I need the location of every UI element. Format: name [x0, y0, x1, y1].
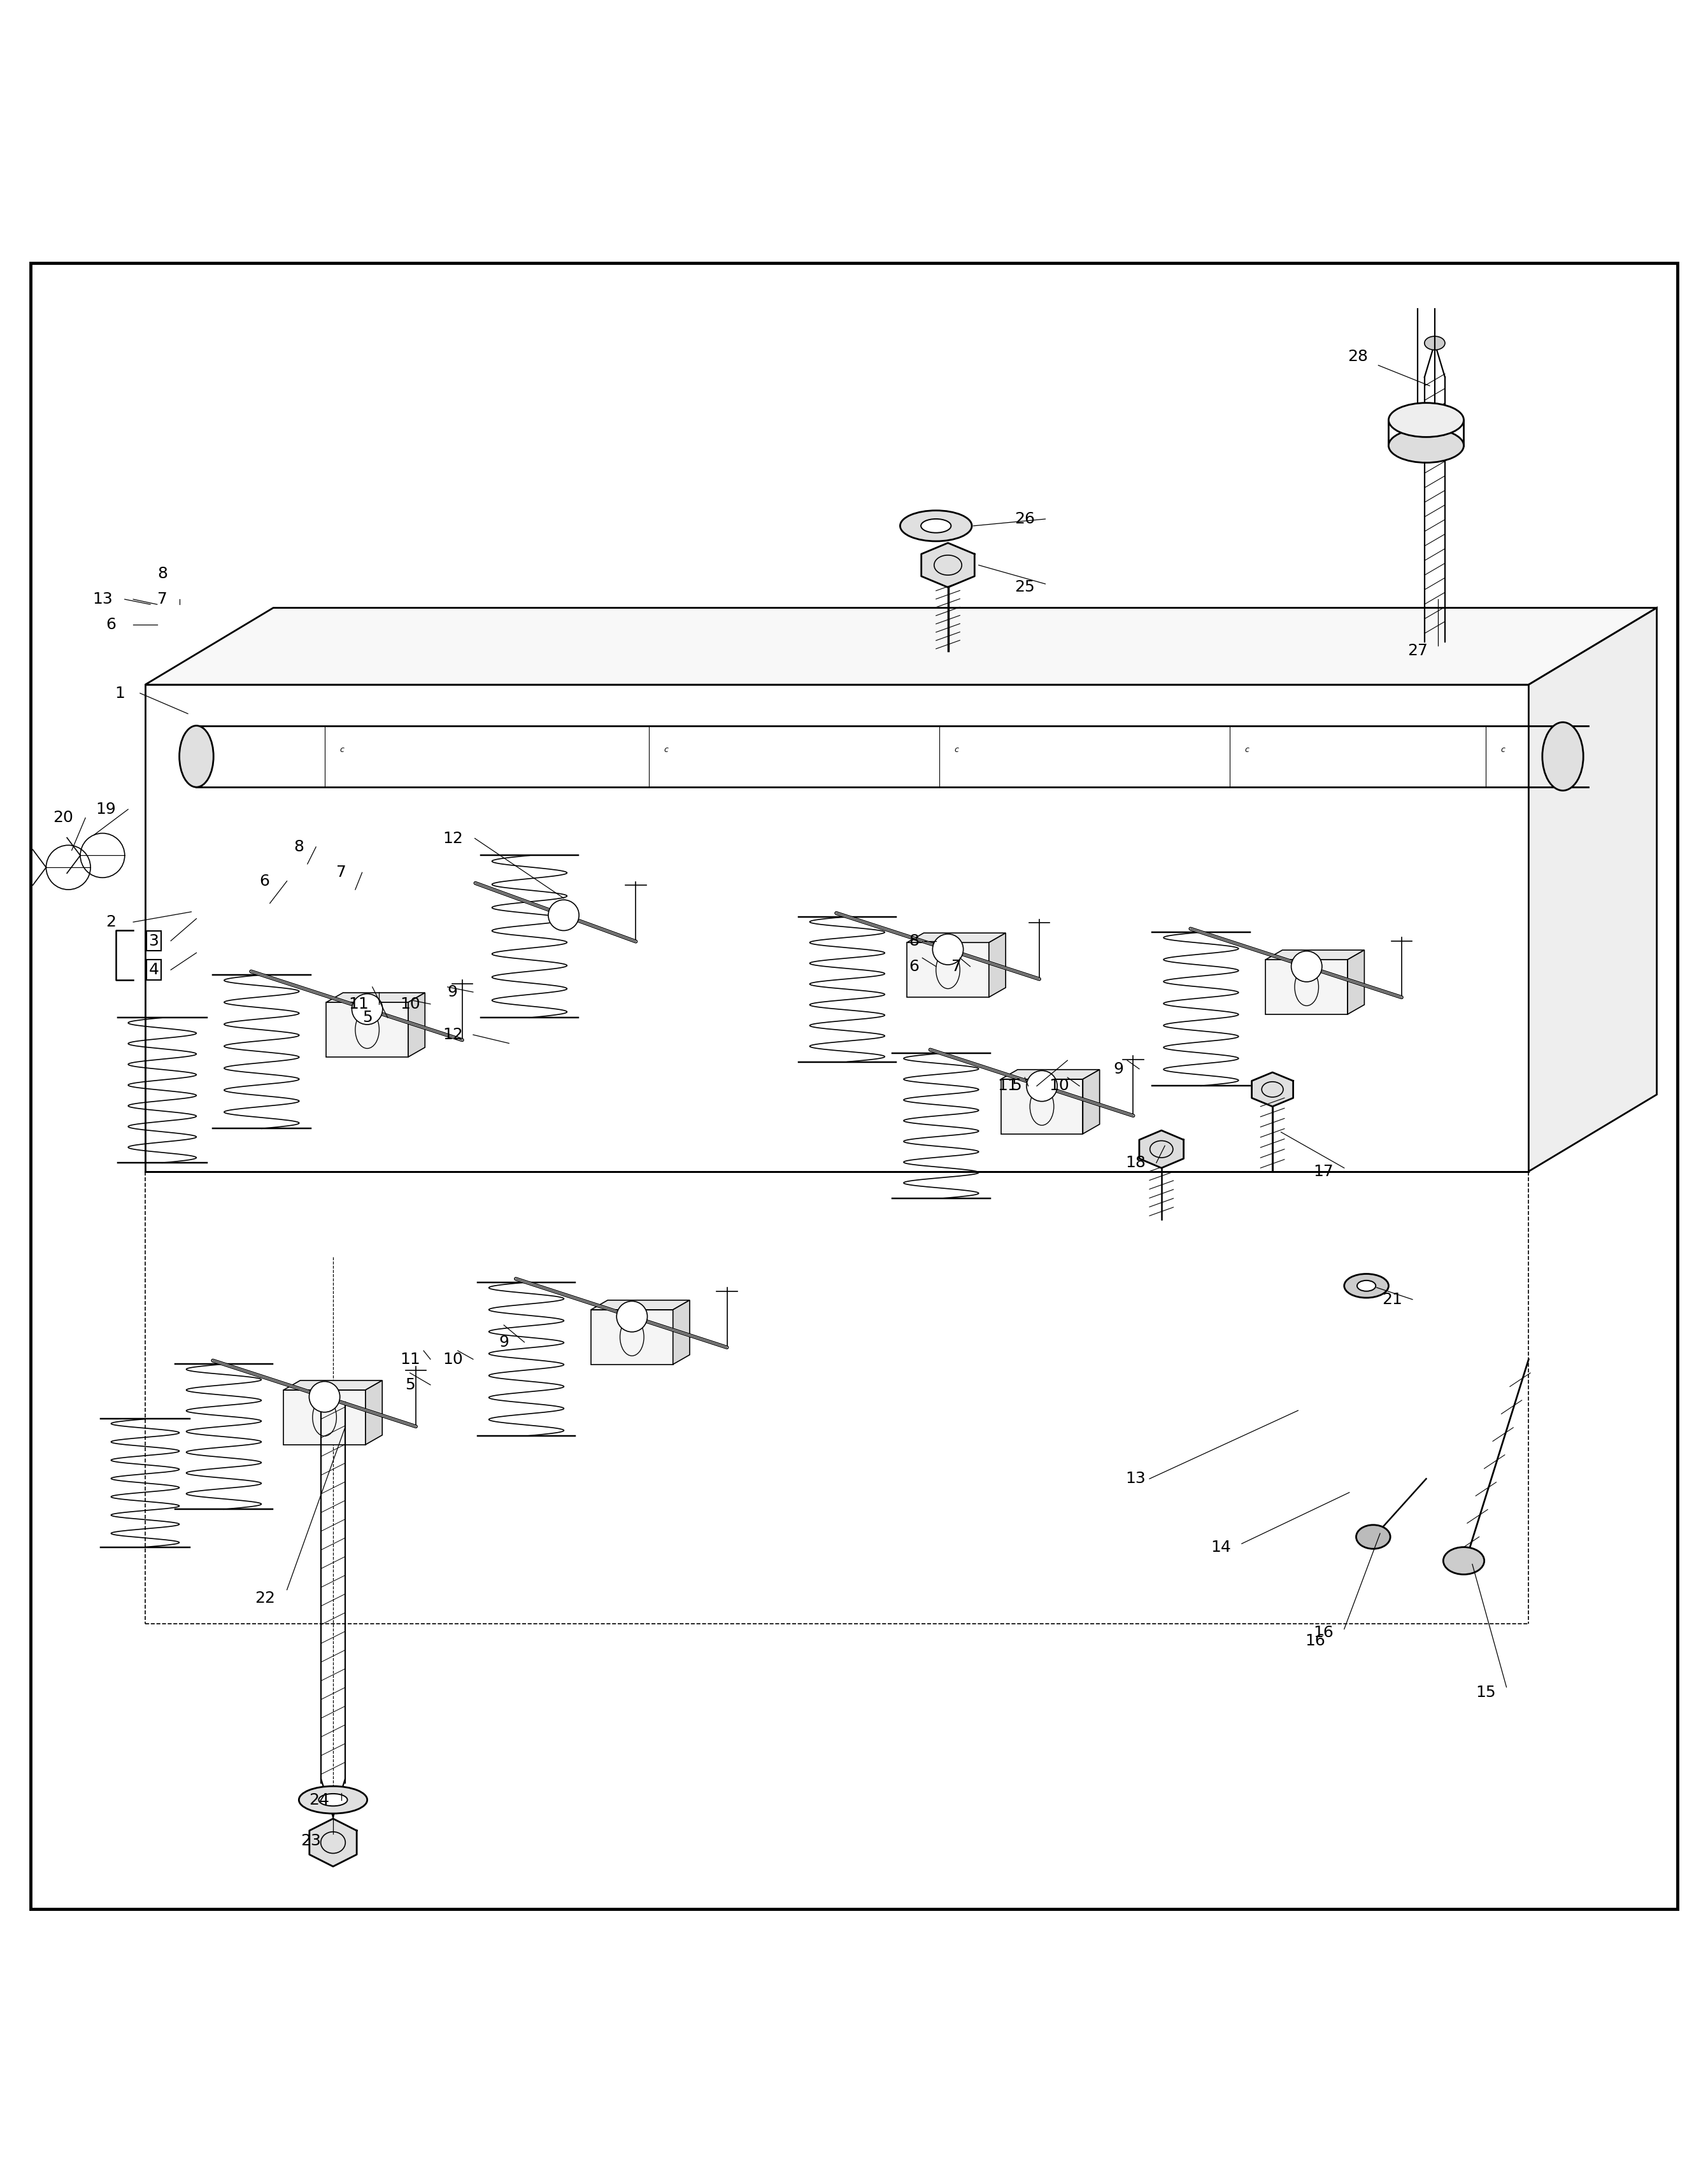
Ellipse shape: [1291, 951, 1322, 982]
Text: 24: 24: [309, 1792, 330, 1807]
Polygon shape: [326, 1001, 408, 1058]
Polygon shape: [309, 1818, 357, 1866]
Text: 11: 11: [997, 1077, 1018, 1095]
Text: 15: 15: [1476, 1685, 1496, 1701]
Text: 20: 20: [53, 810, 73, 825]
Polygon shape: [366, 1381, 383, 1444]
Text: 13: 13: [1126, 1470, 1146, 1486]
Text: c: c: [1245, 745, 1249, 754]
Polygon shape: [907, 934, 1006, 943]
Ellipse shape: [921, 519, 951, 532]
Ellipse shape: [617, 1301, 647, 1331]
Text: 14: 14: [1211, 1540, 1231, 1555]
Ellipse shape: [352, 995, 383, 1025]
Polygon shape: [1083, 1069, 1100, 1134]
Text: 9: 9: [447, 984, 458, 999]
Polygon shape: [591, 1301, 690, 1310]
Text: c: c: [955, 745, 958, 754]
Text: 16: 16: [1305, 1633, 1325, 1649]
Text: 5: 5: [362, 1010, 372, 1025]
Ellipse shape: [1424, 337, 1445, 350]
Text: 10: 10: [1049, 1077, 1069, 1095]
Text: 16: 16: [1313, 1625, 1334, 1640]
Text: 5: 5: [405, 1377, 415, 1392]
Polygon shape: [1001, 1069, 1100, 1079]
Ellipse shape: [933, 934, 963, 964]
Text: 12: 12: [442, 830, 463, 847]
Text: 6: 6: [909, 958, 919, 973]
Text: 10: 10: [442, 1351, 463, 1366]
Polygon shape: [284, 1381, 383, 1390]
Text: 7: 7: [336, 864, 347, 880]
Polygon shape: [989, 934, 1006, 997]
Ellipse shape: [179, 725, 214, 786]
Polygon shape: [1266, 960, 1348, 1014]
Ellipse shape: [1344, 1273, 1389, 1297]
Text: 1: 1: [114, 686, 125, 702]
Text: 9: 9: [1114, 1062, 1124, 1077]
Ellipse shape: [299, 1785, 367, 1814]
Polygon shape: [408, 993, 425, 1058]
Text: 23: 23: [301, 1833, 321, 1848]
Polygon shape: [145, 608, 1657, 684]
Polygon shape: [921, 543, 975, 586]
Ellipse shape: [1027, 1071, 1057, 1101]
Ellipse shape: [1389, 428, 1464, 463]
Ellipse shape: [1358, 1281, 1375, 1290]
Text: 26: 26: [1015, 510, 1035, 526]
Text: 7: 7: [951, 958, 962, 973]
Polygon shape: [1266, 949, 1365, 960]
Ellipse shape: [1356, 1525, 1390, 1549]
Ellipse shape: [1443, 1546, 1484, 1575]
Text: 8: 8: [294, 838, 304, 854]
Text: 18: 18: [1126, 1156, 1146, 1171]
Text: 4: 4: [149, 962, 159, 977]
Text: 6: 6: [106, 617, 116, 632]
Polygon shape: [1348, 949, 1365, 1014]
Text: 3: 3: [149, 934, 159, 949]
Text: 17: 17: [1313, 1164, 1334, 1179]
Text: 5: 5: [1011, 1077, 1021, 1095]
Text: 22: 22: [254, 1590, 275, 1605]
Text: 27: 27: [1407, 643, 1428, 658]
Polygon shape: [145, 684, 1529, 1171]
Text: 21: 21: [1382, 1292, 1402, 1308]
Text: c: c: [664, 745, 668, 754]
Text: 13: 13: [92, 591, 113, 606]
Text: 11: 11: [400, 1351, 420, 1366]
Ellipse shape: [319, 1794, 347, 1805]
Text: 9: 9: [499, 1334, 509, 1349]
Text: 6: 6: [260, 873, 270, 888]
Text: 8: 8: [909, 934, 919, 949]
Ellipse shape: [1389, 402, 1464, 437]
Ellipse shape: [1542, 723, 1583, 791]
Polygon shape: [1252, 1073, 1293, 1106]
Text: c: c: [1501, 745, 1505, 754]
Text: 8: 8: [157, 567, 167, 582]
Polygon shape: [907, 943, 989, 997]
Polygon shape: [1139, 1129, 1184, 1169]
Ellipse shape: [309, 1381, 340, 1412]
Polygon shape: [591, 1310, 673, 1364]
Polygon shape: [284, 1390, 366, 1444]
Text: 2: 2: [106, 914, 116, 930]
Polygon shape: [326, 993, 425, 1001]
Text: 11: 11: [348, 997, 369, 1012]
Text: 10: 10: [400, 997, 420, 1012]
Ellipse shape: [548, 899, 579, 930]
Polygon shape: [1529, 608, 1657, 1171]
Polygon shape: [673, 1301, 690, 1364]
Text: 19: 19: [96, 801, 116, 817]
Text: c: c: [340, 745, 343, 754]
Text: 12: 12: [442, 1027, 463, 1043]
Ellipse shape: [900, 510, 972, 541]
Text: 28: 28: [1348, 350, 1368, 365]
Text: 7: 7: [157, 591, 167, 606]
Polygon shape: [1001, 1079, 1083, 1134]
Text: 25: 25: [1015, 580, 1035, 595]
